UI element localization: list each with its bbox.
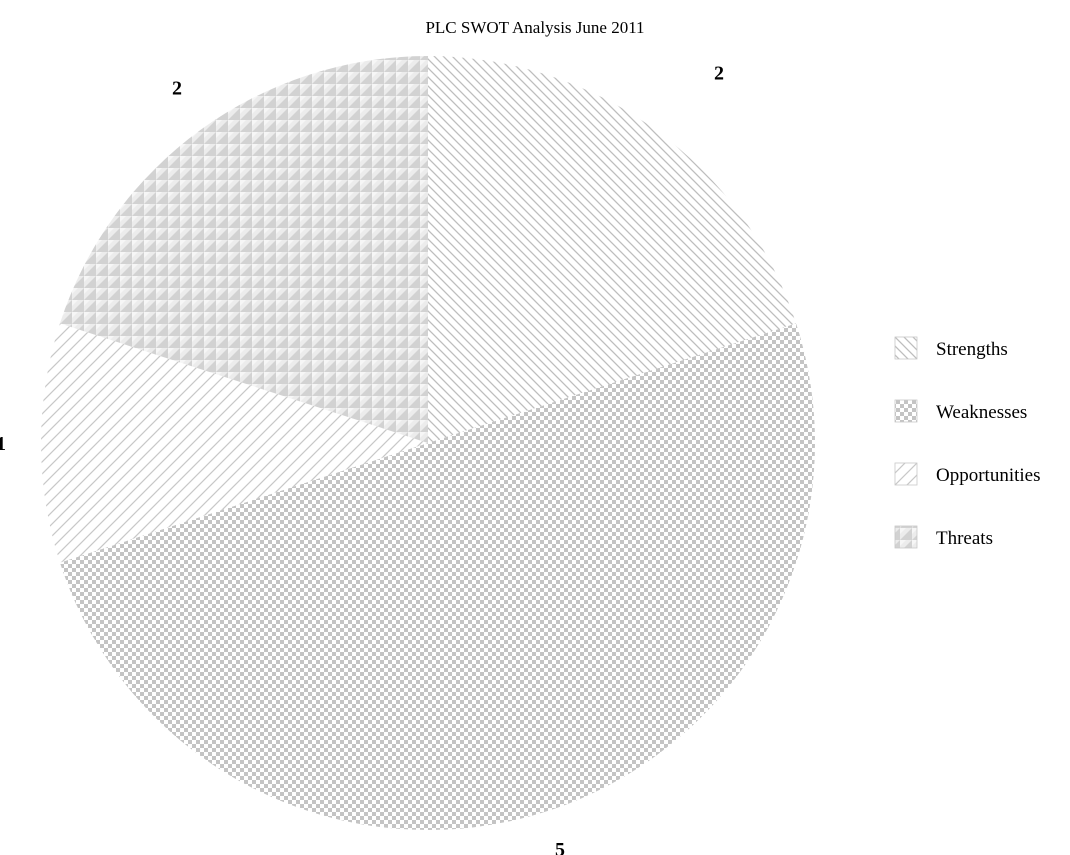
chart-title: PLC SWOT Analysis June 2011: [425, 18, 644, 37]
legend-label-opportunities: Opportunities: [936, 465, 1041, 486]
data-label-threats: 2: [172, 78, 182, 100]
data-labels: 2 5 1 2: [0, 63, 724, 855]
legend-swatch-weaknesses: [894, 399, 918, 423]
pie-slice-weaknesses: [59, 323, 816, 831]
pie-slice-strengths: [428, 56, 797, 443]
legend-swatch-threats: [894, 525, 918, 549]
legend-swatch-opportunities: [894, 462, 918, 486]
pie-slices: [40, 56, 816, 831]
legend-label-weaknesses: Weaknesses: [936, 402, 1027, 423]
data-label-opportunities: 1: [0, 433, 6, 455]
pie-slice-opportunities: [40, 323, 429, 563]
legend-label-threats: Threats: [936, 528, 993, 549]
legend: Strengths Weaknesses Opportunities Threats: [894, 336, 1041, 549]
data-label-weaknesses: 5: [555, 839, 565, 855]
pie-slice-threats: [59, 56, 428, 443]
data-label-strengths: 2: [714, 63, 724, 85]
legend-label-strengths: Strengths: [936, 339, 1008, 360]
legend-swatch-strengths: [894, 336, 918, 360]
